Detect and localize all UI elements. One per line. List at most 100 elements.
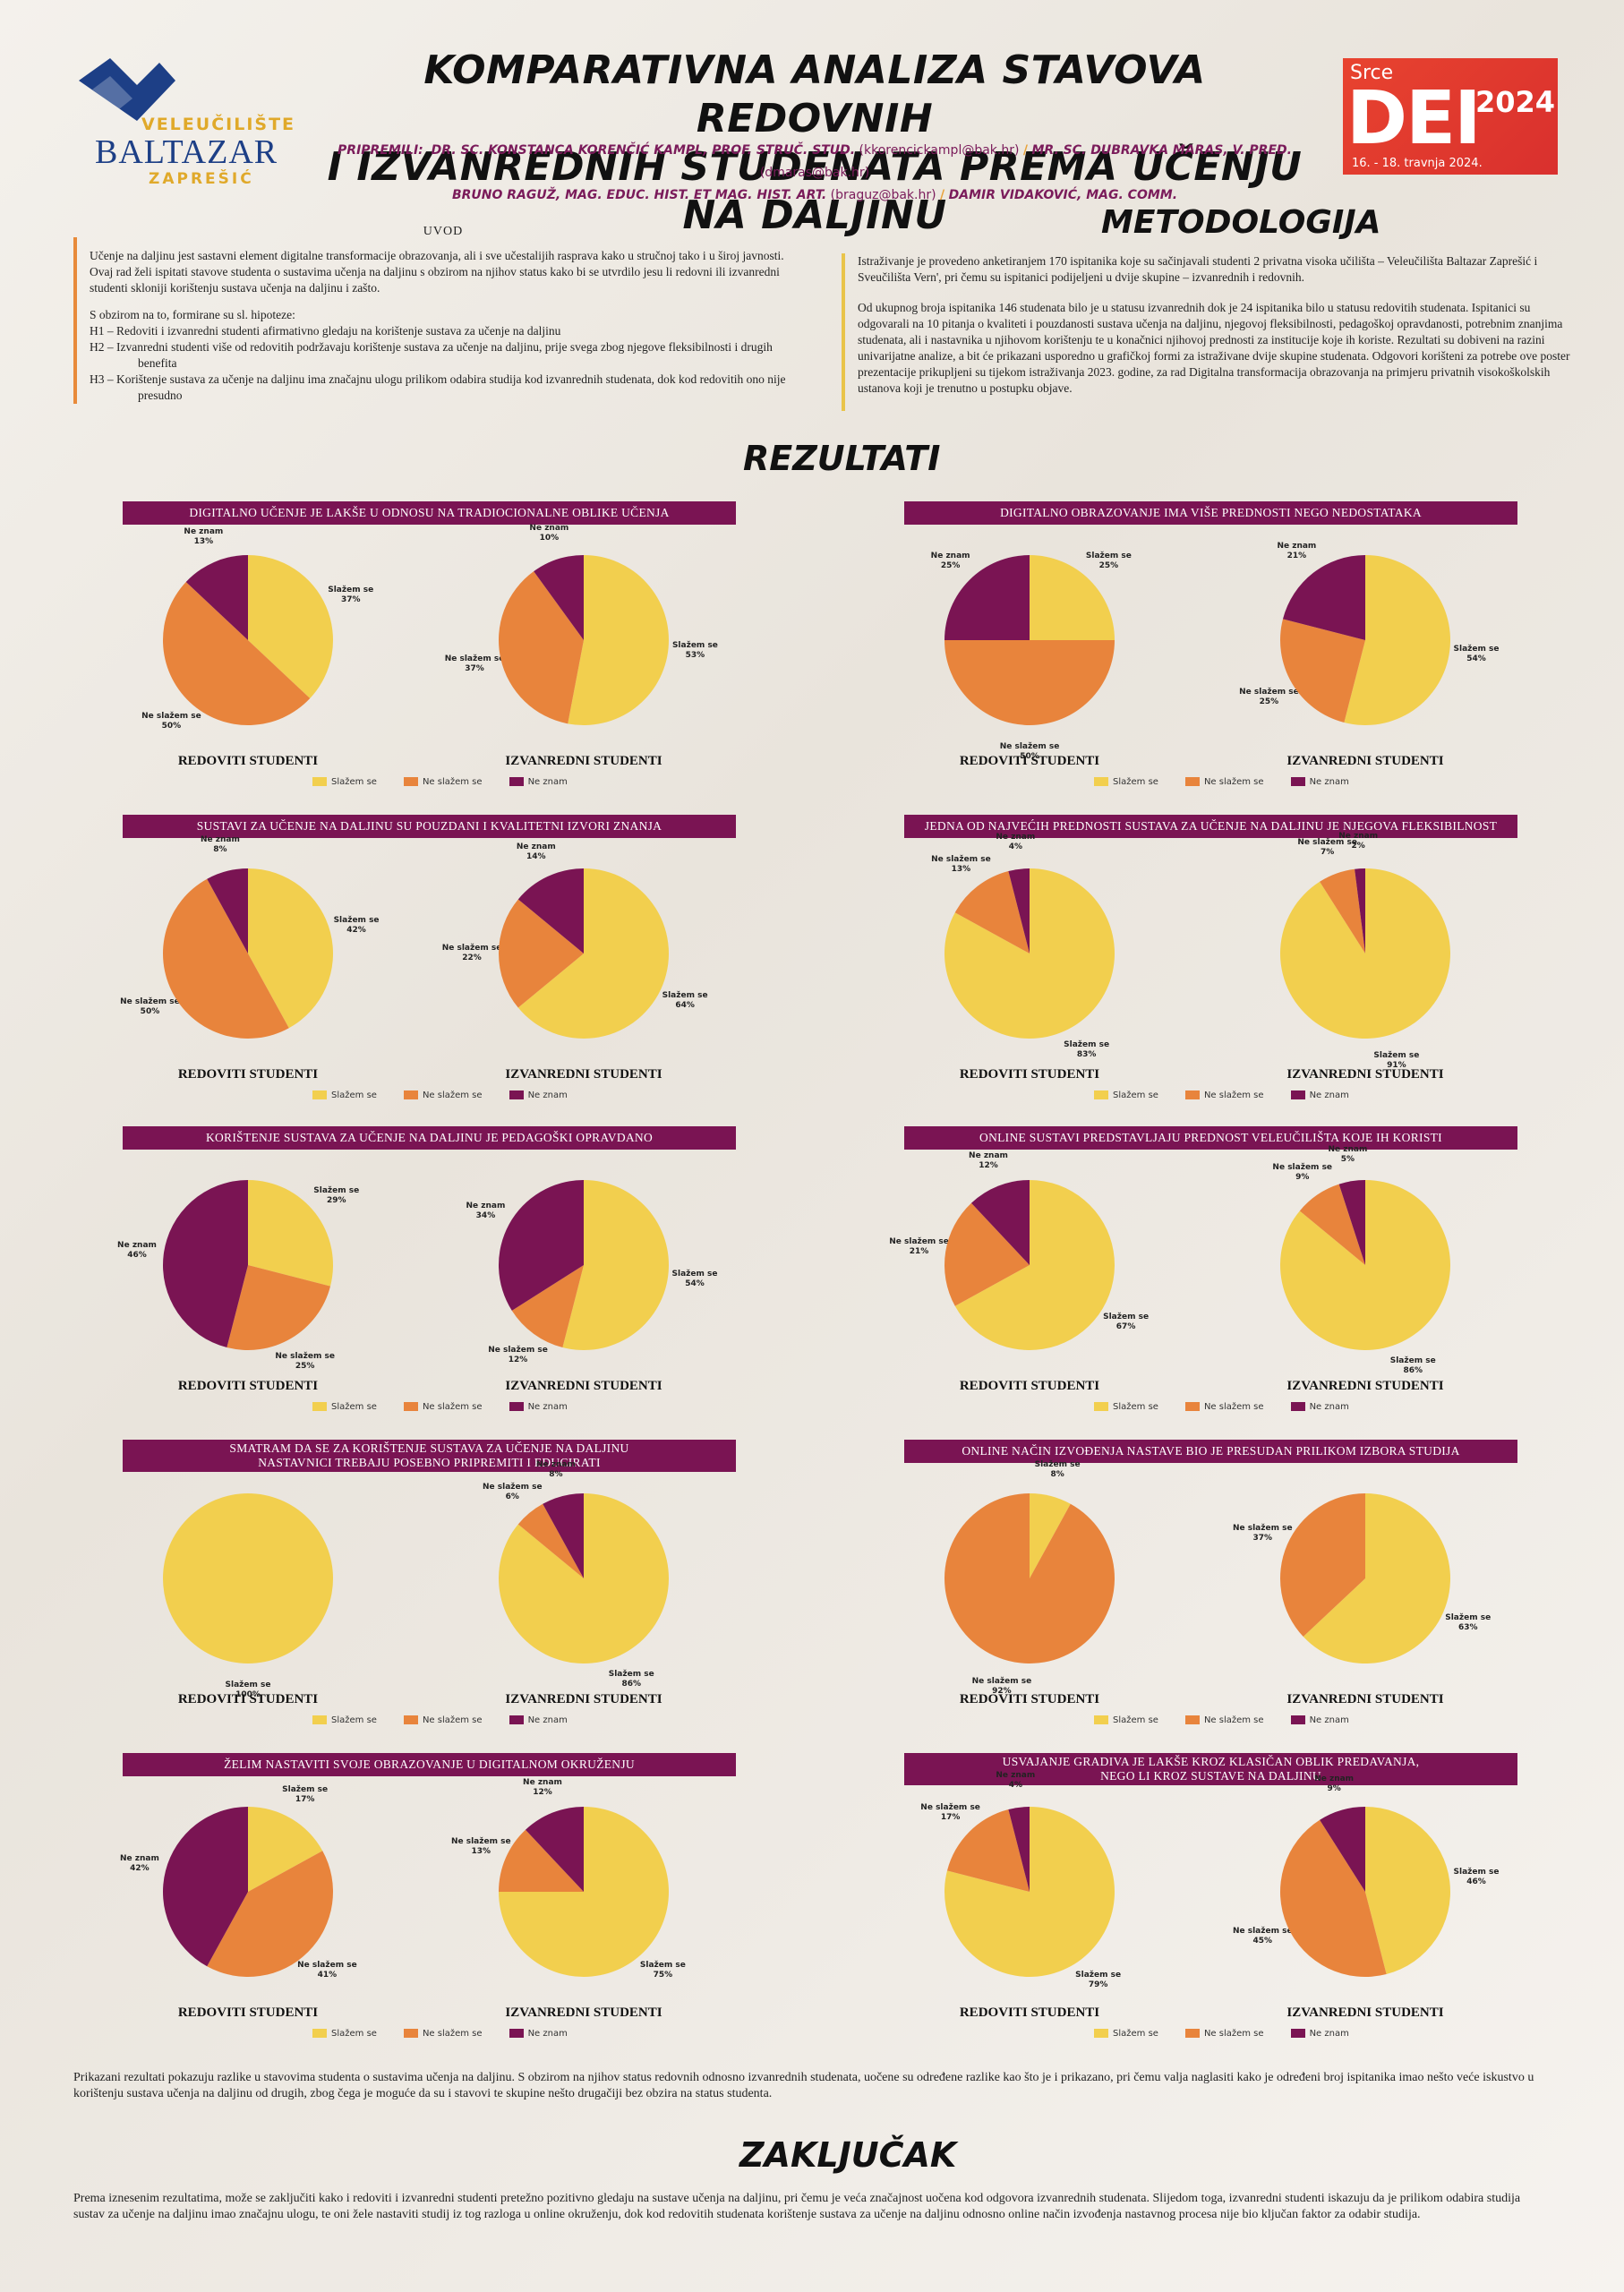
pie-slice-agree: [1030, 555, 1115, 640]
pie-data-label: Ne slažem se 9%: [1272, 1162, 1333, 1182]
pie-data-label: Ne slažem se 21%: [889, 1237, 949, 1257]
author-4: DAMIR VIDAKOVIĆ, MAG. COMM.: [948, 188, 1178, 202]
pie-data-label: Ne slažem se 7%: [1297, 838, 1357, 858]
legend-item: Ne znam: [509, 1090, 568, 1100]
legend-item: Slažem se: [312, 1715, 377, 1725]
legend-item: Slažem se: [312, 777, 377, 787]
chart-title: SMATRAM DA SE ZA KORIŠTENJE SUSTAVA ZA U…: [123, 1440, 736, 1472]
pie-data-label: Ne slažem se 41%: [297, 1961, 357, 1980]
chart-legend: Slažem se Ne slažem se Ne znam: [312, 1090, 594, 1100]
pie-chart-regular: [944, 1493, 1115, 1663]
legend-swatch: [1094, 1715, 1108, 1724]
legend-item: Ne slažem se: [1184, 1715, 1264, 1725]
legend-item: Ne slažem se: [1184, 2029, 1264, 2039]
pie-data-label: Ne znam 25%: [930, 551, 970, 570]
legend-item: Slažem se: [312, 1402, 377, 1412]
results-heading: REZULTATI: [743, 439, 941, 478]
legend-item: Slažem se: [312, 2029, 377, 2039]
chart-legend: Slažem se Ne slažem se Ne znam: [312, 2029, 594, 2039]
legend-swatch: [509, 1715, 524, 1724]
pie-data-label: Slažem se 46%: [1453, 1868, 1500, 1887]
pie-slice-dunno: [1355, 868, 1365, 954]
pie-data-label: Ne znam 21%: [1277, 542, 1317, 561]
legend-item: Ne znam: [509, 1402, 568, 1412]
pie-data-label: Slažem se 100%: [225, 1681, 271, 1699]
pie-data-label: Ne slažem se 50%: [120, 997, 180, 1017]
legend-swatch: [312, 1402, 327, 1411]
results-summary: Prikazani rezultati pokazuju razlike u s…: [73, 2071, 1534, 2100]
group-label-regular: REDOVITI STUDENTI: [177, 2006, 319, 2020]
pie-data-label: Slažem se 79%: [1075, 1970, 1122, 1989]
dei-year: 2024: [1475, 85, 1556, 119]
chart-panel: ONLINE NAČIN IZVOĐENJA NASTAVE BIO JE PR…: [855, 1440, 1517, 1744]
pie-data-label: Slažem se 37%: [328, 586, 374, 605]
chart-panel: SUSTAVI ZA UČENJE NA DALJINU SU POUZDANI…: [73, 815, 736, 1119]
pie-data-label: Ne slažem se 50%: [999, 742, 1060, 761]
chart-legend: Slažem se Ne slažem se Ne znam: [1094, 1090, 1376, 1100]
legend-swatch: [1184, 2029, 1200, 2038]
dei-badge: Srce DEI 2024 16. - 18. travnja 2024.: [1343, 58, 1558, 175]
pie-data-label: Ne slažem se 6%: [483, 1482, 543, 1501]
chart-title: ŽELIM NASTAVITI SVOJE OBRAZOVANJE U DIGI…: [123, 1753, 736, 1776]
intro-heading: UVOD: [423, 225, 464, 238]
pie-slice-disagree: [163, 581, 311, 725]
hypothesis-3: H3 – Korištenje sustava za učenje na dal…: [90, 372, 786, 402]
pie-chart-parttime: [1280, 1807, 1450, 1977]
legend-swatch: [1184, 1402, 1200, 1411]
pie-slice-disagree: [163, 878, 289, 1039]
chart-panel: ONLINE SUSTAVI PREDSTAVLJAJU PREDNOST VE…: [855, 1126, 1517, 1431]
pie-slice-agree: [954, 1180, 1115, 1350]
chart-panel: DIGITALNO UČENJE JE LAKŠE U ODNOSU NA TR…: [73, 501, 736, 806]
legend-swatch: [403, 1402, 418, 1411]
pie-slice-dunno: [543, 1493, 584, 1578]
pie-slice-dunno: [1338, 1180, 1365, 1265]
pie-data-label: Slažem se 91%: [1373, 1051, 1420, 1071]
legend-swatch: [1184, 1715, 1200, 1724]
pie-data-label: Ne slažem se 37%: [1232, 1524, 1293, 1544]
group-label-regular: REDOVITI STUDENTI: [959, 1379, 1100, 1393]
legend-item: Ne slažem se: [403, 777, 483, 787]
pie-slice-dunno: [970, 1180, 1030, 1265]
pie-data-label: Ne znam 8%: [535, 1459, 576, 1479]
methodology-paragraph-1: Istraživanje je provedeno anketiranjem 1…: [858, 254, 1538, 284]
chart-panel: JEDNA OD NAJVEĆIH PREDNOSTI SUSTAVA ZA U…: [855, 815, 1517, 1119]
chart-legend: Slažem se Ne slažem se Ne znam: [1094, 2029, 1376, 2039]
pie-data-label: Ne slažem se 37%: [444, 654, 505, 674]
chart-panel: SMATRAM DA SE ZA KORIŠTENJE SUSTAVA ZA U…: [73, 1440, 736, 1744]
pie-data-label: Ne znam 4%: [996, 1770, 1036, 1790]
pie-slice-agree: [248, 555, 333, 699]
group-label-parttime: IZVANREDNI STUDENTI: [505, 754, 662, 768]
chart-legend: Slažem se Ne slažem se Ne znam: [312, 1402, 594, 1412]
legend-swatch: [509, 777, 524, 786]
pie-chart-parttime: [499, 1493, 669, 1663]
legend-swatch: [312, 1090, 327, 1099]
title-line-2: I IZVANREDNIH STUDENATA PREMA UČENJU NA …: [327, 144, 1303, 238]
pie-slice-disagree: [499, 899, 584, 1008]
group-label-parttime: IZVANREDNI STUDENTI: [1286, 754, 1444, 768]
chart-title: SUSTAVI ZA UČENJE NA DALJINU SU POUZDANI…: [123, 815, 736, 838]
methodology-section: Istraživanje je provedeno anketiranjem 1…: [842, 253, 1574, 411]
group-label-regular: REDOVITI STUDENTI: [959, 754, 1100, 768]
pie-data-label: Ne znam 13%: [184, 527, 224, 547]
pie-slice-dunno: [207, 868, 248, 954]
pie-slice-disagree: [1280, 619, 1365, 723]
pie-data-label: Ne slažem se 12%: [488, 1346, 548, 1365]
group-label-regular: REDOVITI STUDENTI: [959, 2006, 1100, 2020]
legend-item: Ne znam: [1290, 1715, 1349, 1725]
logo-line1: VELEUČILIŠTE: [141, 115, 296, 134]
separator: /: [940, 188, 945, 202]
pie-slice-dunno: [499, 1180, 584, 1311]
chart-panel: KORIŠTENJE SUSTAVA ZA UČENJE NA DALJINU …: [73, 1126, 736, 1431]
pie-chart-regular: [163, 555, 333, 725]
legend-item: Slažem se: [1094, 1715, 1158, 1725]
pie-data-label: Ne slažem se 22%: [441, 944, 502, 962]
authors: PRIPREMILI: DR. SC. KONSTANCA KORENČIĆ K…: [318, 140, 1312, 207]
author-2-email: (dmaras@bak.hr): [759, 166, 870, 180]
legend-swatch: [1094, 777, 1108, 786]
pie-chart-parttime: [1280, 555, 1450, 725]
logo-mark-icon: [79, 58, 175, 121]
pie-slice-agree: [163, 1493, 333, 1663]
pie-data-label: Slažem se 64%: [662, 991, 708, 1011]
legend-item: Slažem se: [1094, 1402, 1158, 1412]
pie-data-label: Ne znam 42%: [119, 1853, 159, 1873]
